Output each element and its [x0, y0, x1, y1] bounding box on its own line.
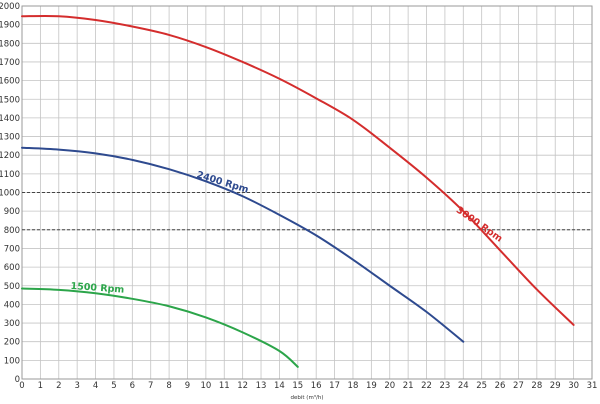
- x-tick-label: 19: [366, 381, 377, 391]
- x-tick-label: 26: [495, 381, 506, 391]
- x-tick-label: 30: [568, 381, 579, 391]
- x-tick-label: 7: [148, 381, 153, 391]
- x-tick-label: 22: [421, 381, 432, 391]
- y-tick-label: 900: [4, 207, 20, 217]
- x-tick-label: 0: [19, 381, 24, 391]
- x-tick-label: 27: [513, 381, 524, 391]
- x-tick-label: 31: [587, 381, 598, 391]
- x-tick-label: 16: [311, 381, 322, 391]
- x-tick-label: 20: [384, 381, 395, 391]
- y-tick-label: 200: [4, 338, 20, 348]
- x-tick-label: 18: [348, 381, 359, 391]
- y-tick-label: 1600: [0, 77, 20, 87]
- x-tick-label: 21: [403, 381, 414, 391]
- y-tick-label: 100: [4, 356, 20, 366]
- x-tick-label: 24: [458, 381, 469, 391]
- y-tick-label: 2000: [0, 2, 20, 12]
- series-line-1500-rpm: [21, 287, 299, 368]
- x-tick-label: 25: [476, 381, 487, 391]
- y-tick-label: 600: [4, 263, 20, 273]
- y-tick-label: 300: [4, 319, 20, 329]
- series-label-1500-rpm: 1500 Rpm: [70, 281, 124, 296]
- x-tick-label: 12: [237, 381, 248, 391]
- y-tick-label: 700: [4, 244, 20, 254]
- x-tick-label: 23: [439, 381, 450, 391]
- x-tick-label: 9: [185, 381, 190, 391]
- y-tick-label: 400: [4, 300, 20, 310]
- y-tick-label: 1700: [0, 58, 20, 68]
- x-tick-label: 4: [93, 381, 98, 391]
- x-tick-label: 8: [166, 381, 171, 391]
- x-tick-label: 11: [219, 381, 230, 391]
- y-tick-label: 1800: [0, 39, 20, 49]
- y-tick-label: 0: [15, 375, 20, 385]
- x-tick-label: 5: [111, 381, 116, 391]
- x-tick-label: 29: [550, 381, 561, 391]
- x-tick-label: 10: [200, 381, 211, 391]
- x-axis-title: debit (m³/h): [291, 394, 324, 401]
- x-tick-label: 14: [274, 381, 285, 391]
- series-line-2400-rpm: [21, 146, 465, 343]
- y-tick-label: 1200: [0, 151, 20, 161]
- x-tick-label: 13: [256, 381, 267, 391]
- y-tick-label: 1400: [0, 114, 20, 124]
- x-tick-label: 6: [130, 381, 135, 391]
- x-tick-label: 3: [74, 381, 79, 391]
- y-tick-label: 500: [4, 282, 20, 292]
- y-tick-label: 1100: [0, 170, 20, 180]
- tick-labels: 0 1 2 3 4 5 6 7 8 9 10 11 12 13 14 15 16 17 18 19 20 21 22 23 24…: [0, 2, 597, 391]
- x-tick-label: 15: [292, 381, 303, 391]
- series-layer: [21, 14, 575, 368]
- y-tick-label: 1300: [0, 133, 20, 143]
- x-tick-label: 2: [56, 381, 61, 391]
- y-tick-label: 1500: [0, 95, 20, 105]
- series-line-3000-rpm: [21, 14, 575, 326]
- y-tick-label: 800: [4, 226, 20, 236]
- x-tick-label: 17: [329, 381, 340, 391]
- x-tick-label: 28: [531, 381, 542, 391]
- y-tick-label: 1900: [0, 21, 20, 31]
- y-tick-label: 1000: [0, 189, 20, 199]
- x-tick-label: 1: [38, 381, 43, 391]
